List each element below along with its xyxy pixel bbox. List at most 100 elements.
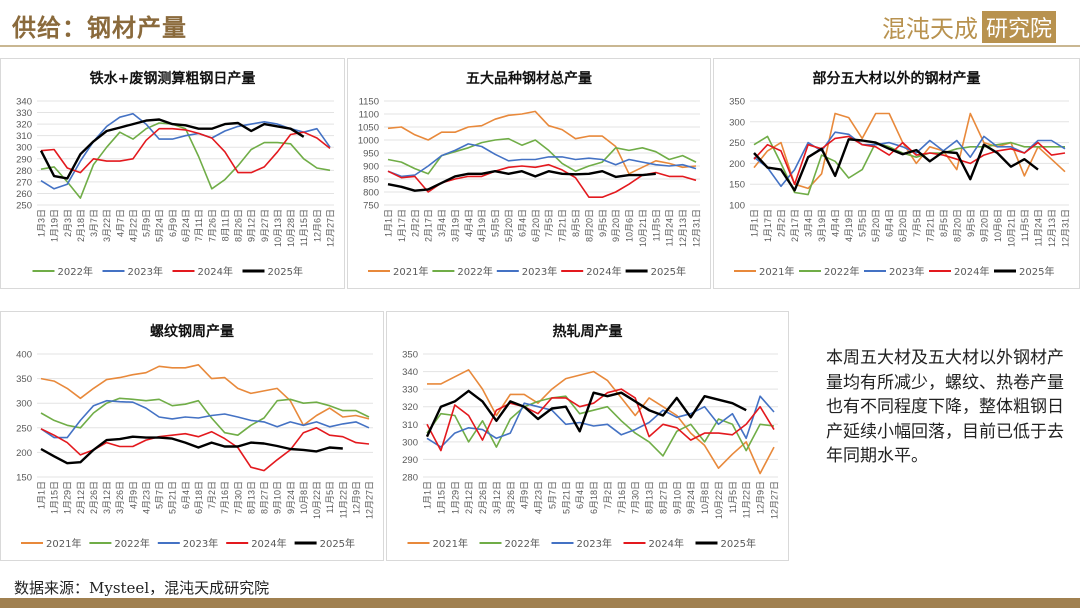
chart-five-products-total: 五大品种钢材总产量 750 800 850 900 950 1000 1050 1100 1150… [347, 58, 711, 289]
y-tick-label: 900 [363, 162, 379, 173]
x-tick-label: 8月13日 [645, 481, 655, 514]
x-tick-label: 6月4日 [885, 209, 895, 237]
series-line-2023 [426, 395, 775, 448]
y-tick-label: 300 [402, 437, 418, 448]
x-tick-label: 5月7日 [155, 481, 165, 509]
data-source: 数据来源：Mysteel，混沌天成研究院 [14, 579, 270, 597]
x-tick-label: 12月13日 [678, 209, 688, 247]
x-tick-label: 11月22日 [338, 481, 348, 518]
x-tick-label: 1月17日 [397, 209, 407, 242]
series-line-2022 [753, 135, 1065, 196]
x-tick-label: 7月2日 [603, 481, 613, 509]
x-tick-label: 4月19日 [477, 209, 487, 242]
x-tick-label: 4月7日 [115, 209, 125, 237]
legend-label: 2022年 [457, 265, 492, 278]
y-tick-label: 270 [16, 177, 32, 188]
series-line-2024 [426, 388, 775, 452]
series-line-2022 [40, 122, 331, 199]
x-tick-label: 2月17日 [790, 209, 800, 242]
x-tick-label: 12月9日 [351, 481, 361, 514]
legend-label: 2021年 [759, 265, 794, 278]
x-tick-label: 5月21日 [168, 481, 178, 514]
x-tick-label: 6月18日 [194, 481, 204, 514]
x-tick-label: 4月23日 [534, 481, 544, 514]
series-line-2022 [387, 137, 697, 175]
x-tick-label: 10月21日 [1006, 209, 1016, 247]
x-tick-label: 3月12日 [492, 481, 502, 514]
series-line-2025 [39, 118, 305, 180]
legend-label: 2023年 [577, 537, 612, 550]
x-tick-label: 8月27日 [260, 481, 270, 514]
series-line-2023 [40, 112, 331, 190]
x-tick-label: 9月10日 [672, 481, 682, 514]
y-tick-label: 100 [729, 201, 745, 212]
chart-crude-steel-daily: 铁水+废钢测算粗钢日产量 250 260 270 280 290 300 310 320 330 3… [0, 58, 345, 289]
x-tick-label: 5月20日 [871, 209, 881, 242]
x-tick-label: 5月5日 [858, 209, 868, 237]
x-tick-label: 3月12日 [102, 481, 112, 514]
y-tick-label: 290 [402, 455, 418, 466]
x-tick-label: 11月5日 [325, 481, 335, 513]
x-tick-label: 12月31日 [692, 209, 702, 247]
x-tick-label: 12月9日 [756, 481, 766, 514]
x-tick-label: 11月5日 [1020, 209, 1030, 241]
y-tick-label: 350 [16, 374, 32, 385]
series-line-2022 [40, 397, 370, 436]
x-tick-label: 4月4日 [464, 209, 474, 237]
x-tick-label: 12月13日 [1047, 209, 1057, 247]
x-tick-label: 11月22日 [742, 481, 752, 518]
x-tick-label: 9月5日 [966, 209, 976, 237]
y-tick-label: 330 [402, 385, 418, 396]
x-tick-label: 2月26日 [478, 481, 488, 514]
x-tick-label: 8月26日 [234, 209, 244, 242]
y-tick-label: 850 [363, 175, 379, 186]
x-tick-label: 7月16日 [220, 481, 230, 514]
logo-text: 混沌天成 [881, 15, 978, 43]
x-tick-label: 7月21日 [925, 209, 935, 242]
x-tick-label: 3月26日 [115, 481, 125, 514]
y-tick-label: 260 [16, 189, 32, 200]
x-tick-label: 8月20日 [952, 209, 962, 242]
y-tick-label: 300 [729, 117, 745, 128]
x-tick-label: 1月15日 [436, 481, 446, 514]
chart-svg: 五大品种钢材总产量 750 800 850 900 950 1000 1050 1100 1150… [358, 70, 702, 278]
legend-label: 2024年 [586, 265, 621, 278]
legend-label: 2023年 [183, 537, 218, 550]
y-tick-label: 250 [16, 201, 32, 212]
y-tick-label: 290 [16, 154, 32, 165]
series-line-2025 [425, 389, 747, 438]
x-tick-label: 12月27日 [365, 481, 375, 519]
y-tick-label: 1000 [358, 136, 379, 147]
x-tick-label: 1月1日 [37, 481, 47, 509]
y-tick-label: 400 [16, 350, 32, 361]
x-tick-label: 2月17日 [424, 209, 434, 242]
x-tick-label: 10月28日 [286, 209, 296, 247]
x-tick-label: 3月4日 [437, 209, 447, 237]
y-tick-label: 1150 [359, 97, 379, 108]
x-tick-label: 6月4日 [517, 209, 527, 237]
x-tick-label: 6月24日 [181, 209, 191, 242]
y-tick-label: 950 [363, 149, 379, 160]
x-tick-label: 9月24日 [686, 481, 696, 514]
y-tick-label: 200 [16, 448, 32, 459]
x-tick-label: 2月18日 [76, 209, 86, 242]
x-tick-label: 11月5日 [728, 481, 738, 513]
x-tick-label: 7月30日 [233, 481, 243, 514]
series-line-2022 [426, 395, 775, 457]
legend-label: 2023年 [128, 265, 163, 278]
legend-label: 2023年 [522, 265, 557, 278]
legend-label: 2022年 [114, 537, 149, 550]
x-tick-label: 1月1日 [384, 209, 394, 237]
x-tick-label: 10月6日 [625, 209, 635, 242]
chart-title: 部分五大材以外的钢材产量 [813, 70, 981, 87]
x-tick-label: 12月31日 [1061, 209, 1071, 247]
y-tick-label: 800 [363, 188, 379, 199]
legend-label: 2021年 [433, 537, 468, 550]
x-tick-label: 1月1日 [423, 481, 433, 509]
x-tick-label: 4月23日 [141, 481, 151, 514]
x-tick-label: 3月19日 [450, 209, 460, 242]
x-tick-label: 5月20日 [504, 209, 514, 242]
chart-svg: 铁水+废钢测算粗钢日产量2502602702802903003103203303… [16, 70, 335, 278]
x-tick-label: 4月22日 [128, 209, 138, 242]
